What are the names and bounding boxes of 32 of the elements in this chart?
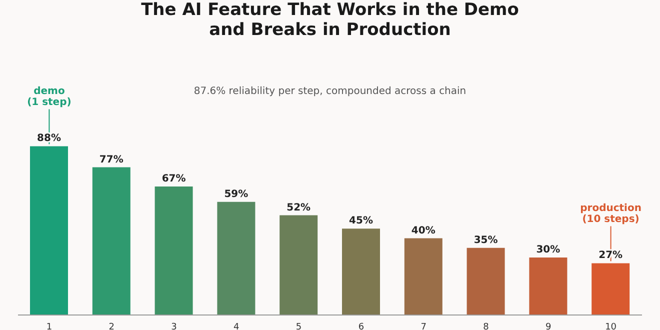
x-tick-label: 6: [358, 322, 364, 330]
bar: [342, 228, 380, 315]
x-tick-label: 8: [483, 322, 490, 330]
x-tick-label: 9: [546, 322, 552, 330]
bar: [280, 215, 318, 315]
bar: [404, 238, 442, 315]
data-label: 45%: [349, 216, 373, 227]
annotation: production (10 steps): [580, 203, 642, 226]
bar: [217, 202, 256, 315]
bar: [592, 263, 630, 315]
x-tick-label: 3: [171, 322, 177, 330]
x-tick-label: 7: [420, 322, 426, 330]
data-label: 67%: [162, 173, 186, 184]
x-tick-label: 5: [296, 322, 302, 330]
annotation: demo (1 step): [27, 86, 72, 108]
bar: [154, 186, 193, 315]
chart-title: The AI Feature That Works in the Demo and Breaks in Production: [140, 0, 520, 40]
bar: [92, 167, 130, 315]
bar: [529, 257, 568, 315]
data-label: 52%: [286, 202, 311, 214]
data-label: 30%: [536, 244, 560, 256]
data-label: 77%: [99, 154, 124, 166]
x-tick-label: 2: [108, 322, 114, 330]
x-tick-label: 10: [605, 322, 617, 330]
bar: [30, 146, 68, 315]
bar: [466, 248, 505, 315]
x-tick-label: 1: [46, 322, 52, 330]
data-label: 35%: [474, 234, 498, 246]
data-label: 59%: [224, 188, 248, 200]
chart-subtitle: 87.6% reliability per step, compounded across a chain: [194, 86, 466, 97]
x-tick-label: 4: [234, 322, 240, 330]
data-label: 40%: [411, 225, 436, 236]
